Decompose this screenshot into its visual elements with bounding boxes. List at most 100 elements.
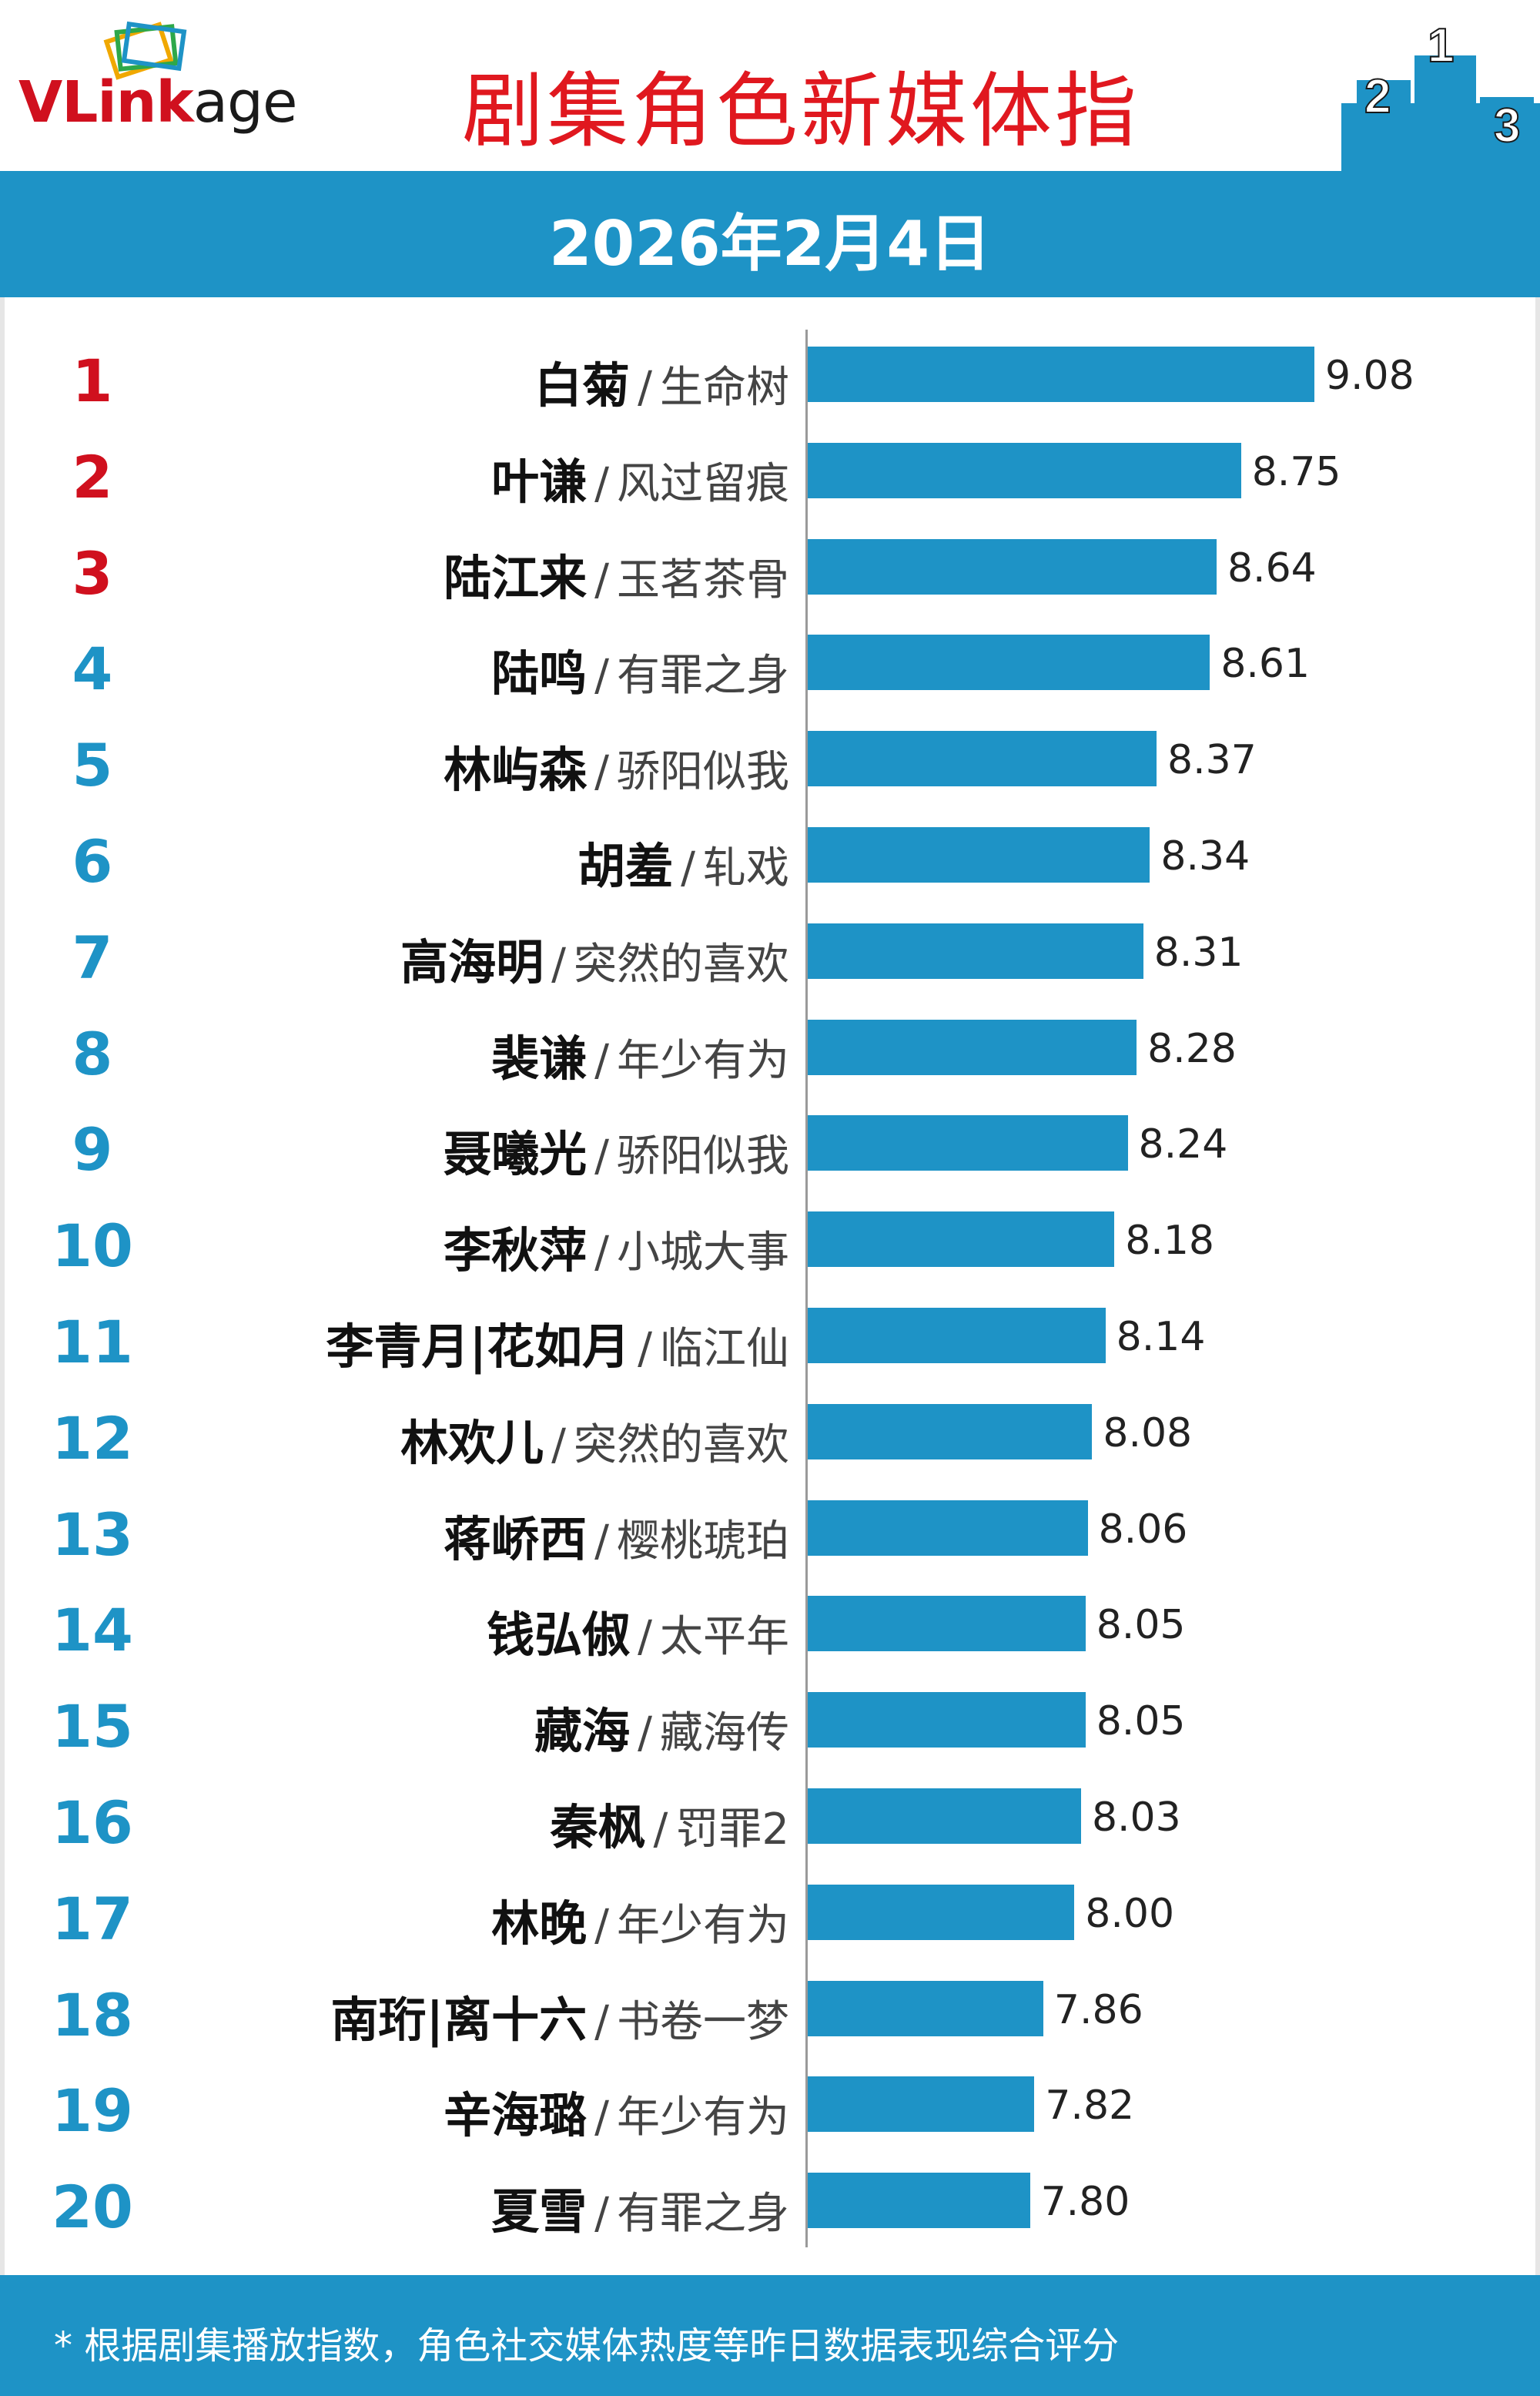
row-label: 叶谦 / 风过留痕 bbox=[491, 443, 789, 512]
character-name: 林晚 bbox=[491, 1895, 588, 1952]
separator-slash: / bbox=[594, 747, 609, 798]
drama-title: 小城大事 bbox=[617, 1228, 789, 1278]
chart-row: 6 胡羞 / 轧戏 8.34 bbox=[0, 810, 1540, 906]
rank-number: 3 bbox=[72, 538, 113, 608]
score-label: 8.08 bbox=[1103, 1409, 1193, 1456]
chart-row: 13 蒋峤西 / 樱桃琥珀 8.06 bbox=[0, 1483, 1540, 1579]
row-label: 裴谦 / 年少有为 bbox=[491, 1020, 789, 1089]
drama-title: 生命树 bbox=[660, 363, 789, 413]
score-bar bbox=[808, 1211, 1115, 1268]
score-label: 8.64 bbox=[1227, 545, 1317, 591]
score-label: 8.75 bbox=[1251, 448, 1341, 495]
score-label: 7.82 bbox=[1045, 2083, 1135, 2130]
rank-number: 13 bbox=[52, 1500, 133, 1569]
rank-number: 19 bbox=[52, 2076, 133, 2146]
character-name: 蒋峤西 bbox=[444, 1510, 588, 1567]
row-label: 藏海 / 藏海传 bbox=[534, 1692, 789, 1761]
rank-number: 18 bbox=[52, 1980, 133, 2049]
row-label: 南珩|离十六 / 书卷一梦 bbox=[330, 1981, 789, 2050]
separator-slash: / bbox=[638, 1324, 652, 1374]
character-name: 钱弘俶 bbox=[487, 1607, 631, 1664]
row-label: 林欢儿 / 突然的喜欢 bbox=[400, 1404, 789, 1473]
drama-title: 风过留痕 bbox=[617, 458, 789, 509]
row-label: 蒋峤西 / 樱桃琥珀 bbox=[444, 1500, 789, 1570]
rank-number: 16 bbox=[52, 1788, 133, 1857]
separator-slash: / bbox=[594, 1035, 609, 1086]
score-label: 8.37 bbox=[1167, 737, 1257, 784]
chart-row: 20 夏雪 / 有罪之身 7.80 bbox=[0, 2156, 1540, 2251]
character-name: 胡羞 bbox=[578, 838, 674, 894]
row-label: 钱弘俶 / 太平年 bbox=[487, 1596, 789, 1665]
score-label: 8.28 bbox=[1147, 1025, 1237, 1072]
score-label: 8.31 bbox=[1153, 929, 1244, 976]
score-bar bbox=[808, 1980, 1043, 2036]
row-label: 李青月|花如月 / 临江仙 bbox=[326, 1308, 789, 1377]
separator-slash: / bbox=[681, 843, 695, 893]
drama-title: 樱桃琥珀 bbox=[617, 1516, 789, 1567]
chart-row: 16 秦枫 / 罚罪2 8.03 bbox=[0, 1771, 1540, 1867]
character-name: 李青月|花如月 bbox=[326, 1319, 631, 1375]
separator-slash: / bbox=[594, 2093, 609, 2143]
rank-number: 11 bbox=[52, 1308, 133, 1376]
separator-slash: / bbox=[594, 1516, 609, 1567]
chart-row: 12 林欢儿 / 突然的喜欢 8.08 bbox=[0, 1387, 1540, 1483]
rank-number: 2 bbox=[72, 442, 113, 511]
character-name: 陆鸣 bbox=[491, 645, 588, 702]
rank-number: 12 bbox=[52, 1403, 133, 1473]
row-label: 林晚 / 年少有为 bbox=[491, 1885, 789, 1954]
score-label: 8.06 bbox=[1098, 1506, 1188, 1553]
chart-row: 19 辛海璐 / 年少有为 7.82 bbox=[0, 2059, 1540, 2155]
separator-slash: / bbox=[594, 2189, 609, 2240]
score-label: 8.05 bbox=[1096, 1698, 1186, 1745]
date-text: 2026年2月4日 bbox=[549, 208, 991, 280]
footnote: * 根据剧集播放指数，角色社交媒体热度等昨日数据表现综合评分 bbox=[54, 2324, 1120, 2368]
score-bar bbox=[808, 442, 1241, 498]
character-name: 白菊 bbox=[534, 357, 631, 414]
chart-row: 4 陆鸣 / 有罪之身 8.61 bbox=[0, 618, 1540, 713]
rank-number: 17 bbox=[52, 1884, 133, 1953]
svg-text:3: 3 bbox=[1494, 99, 1520, 152]
chart-row: 9 聂曦光 / 骄阳似我 8.24 bbox=[0, 1098, 1540, 1194]
character-name: 南珩|离十六 bbox=[330, 1991, 588, 2048]
rank-number: 1 bbox=[72, 347, 113, 415]
drama-title: 玉茗茶骨 bbox=[617, 555, 789, 605]
score-bar bbox=[808, 731, 1157, 787]
score-bar bbox=[808, 1308, 1106, 1363]
score-bar bbox=[808, 347, 1314, 402]
drama-title: 有罪之身 bbox=[617, 651, 789, 702]
score-label: 8.05 bbox=[1096, 1602, 1186, 1649]
character-name: 辛海璐 bbox=[444, 2087, 588, 2144]
chart-row: 2 叶谦 / 风过留痕 8.75 bbox=[0, 426, 1540, 521]
character-name: 高海明 bbox=[400, 933, 544, 990]
ranking-chart: 1 白菊 / 生命树 9.08 2 叶谦 / 风过留痕 8.75 3 陆江来 / 玉茗茶骨 8.64 4 陆鸣 /… bbox=[0, 297, 1540, 2269]
drama-title: 年少有为 bbox=[617, 1900, 789, 1951]
chart-row: 10 李秋萍 / 小城大事 8.18 bbox=[0, 1195, 1540, 1290]
drama-title: 突然的喜欢 bbox=[574, 1419, 789, 1470]
character-name: 叶谦 bbox=[491, 453, 588, 510]
separator-slash: / bbox=[594, 651, 609, 702]
character-name: 藏海 bbox=[534, 1703, 631, 1760]
score-bar bbox=[808, 1788, 1081, 1844]
character-name: 秦枫 bbox=[550, 1799, 646, 1855]
drama-title: 有罪之身 bbox=[617, 2189, 789, 2240]
score-label: 8.61 bbox=[1220, 641, 1311, 688]
score-label: 8.34 bbox=[1160, 833, 1250, 880]
character-name: 夏雪 bbox=[491, 2183, 588, 2240]
separator-slash: / bbox=[551, 939, 566, 990]
chart-row: 18 南珩|离十六 / 书卷一梦 7.86 bbox=[0, 1964, 1540, 2059]
score-bar bbox=[808, 1692, 1086, 1748]
score-bar bbox=[808, 1596, 1086, 1652]
rank-number: 4 bbox=[72, 635, 113, 704]
svg-text:1: 1 bbox=[1428, 26, 1454, 72]
rank-number: 14 bbox=[52, 1596, 133, 1665]
separator-slash: / bbox=[551, 1419, 566, 1470]
score-bar bbox=[808, 1019, 1137, 1075]
row-label: 高海明 / 突然的喜欢 bbox=[400, 923, 789, 993]
score-bar bbox=[808, 1115, 1128, 1171]
logo-text: VLinkage bbox=[18, 69, 298, 136]
separator-slash: / bbox=[594, 555, 609, 605]
header: VLinkage 剧集角色新媒体指 2 1 3 bbox=[0, 0, 1540, 171]
score-label: 8.03 bbox=[1091, 1794, 1181, 1841]
drama-title: 年少有为 bbox=[617, 1035, 789, 1086]
drama-title: 年少有为 bbox=[617, 2093, 789, 2143]
